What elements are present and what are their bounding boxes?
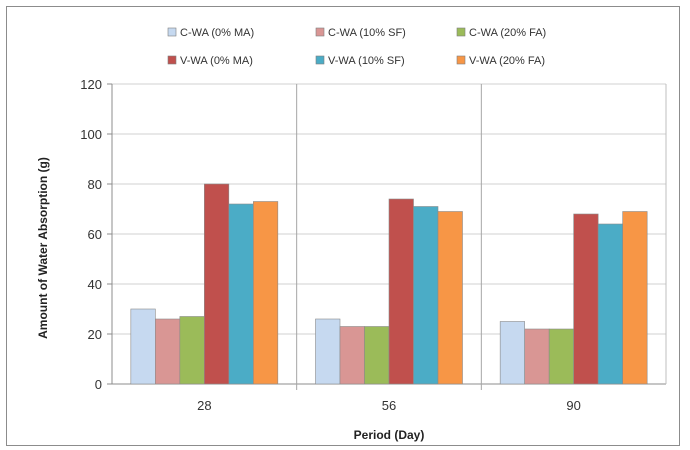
- legend-label: V-WA (0% MA): [180, 55, 253, 67]
- legend-swatch: [167, 55, 177, 65]
- legend-label: C-WA (10% SF): [328, 27, 406, 39]
- x-axis-title: Period (Day): [354, 428, 425, 442]
- bar-c-wa-10-sf-28: [155, 318, 181, 385]
- bar-v-wa-10-sf-90: [597, 223, 623, 385]
- legend-swatch: [315, 55, 325, 65]
- x-tick-label: 90: [566, 398, 580, 413]
- bar-c-wa-20-fa-28: [179, 316, 205, 385]
- bar-v-wa-20-fa-56: [437, 211, 463, 385]
- legend-swatch: [456, 27, 466, 37]
- bar-v-wa-10-sf-56: [413, 206, 439, 385]
- legend-swatch: [315, 27, 325, 37]
- y-tick-label: 120: [80, 77, 102, 92]
- y-tick-label: 40: [88, 277, 102, 292]
- y-tick-label: 20: [88, 327, 102, 342]
- bar-v-wa-20-fa-28: [253, 201, 279, 385]
- legend-label: C-WA (20% FA): [469, 27, 546, 39]
- y-axis-title: Amount of Water Absorption (g): [36, 157, 50, 339]
- y-tick-label: 60: [88, 227, 102, 242]
- bar-v-wa-0-ma-56: [388, 198, 414, 385]
- axes: [107, 83, 667, 390]
- x-tick-labels: 28 56 90: [197, 398, 581, 413]
- y-tick-label: 80: [88, 177, 102, 192]
- y-tick-label: 100: [80, 127, 102, 142]
- bar-v-wa-0-ma-28: [204, 183, 230, 385]
- bar-v-wa-20-fa-90: [622, 211, 648, 385]
- bar-c-wa-0-ma-28: [130, 308, 156, 385]
- legend-label: C-WA (0% MA): [180, 27, 254, 39]
- bar-v-wa-10-sf-28: [228, 203, 254, 385]
- legend-swatch: [167, 27, 177, 37]
- x-tick-label: 28: [197, 398, 211, 413]
- x-tick-label: 56: [382, 398, 396, 413]
- bar-c-wa-10-sf-56: [339, 326, 365, 385]
- bar-v-wa-0-ma-90: [573, 213, 599, 385]
- bar-c-wa-10-sf-90: [524, 328, 550, 385]
- y-tick-labels: 0 20 40 60 80 100 120: [80, 77, 102, 392]
- legend-label: V-WA (10% SF): [328, 55, 405, 67]
- legend-label: V-WA (20% FA): [469, 55, 545, 67]
- bar-c-wa-0-ma-56: [315, 318, 341, 385]
- legend-swatch: [456, 55, 466, 65]
- bars: [130, 183, 648, 385]
- bar-c-wa-0-ma-90: [499, 321, 525, 385]
- bar-c-wa-20-fa-90: [548, 328, 574, 385]
- bar-c-wa-20-fa-56: [364, 326, 390, 385]
- legend: C-WA (0% MA) C-WA (10% SF) C-WA (20% FA) V-…: [167, 27, 546, 67]
- y-tick-label: 0: [95, 377, 102, 392]
